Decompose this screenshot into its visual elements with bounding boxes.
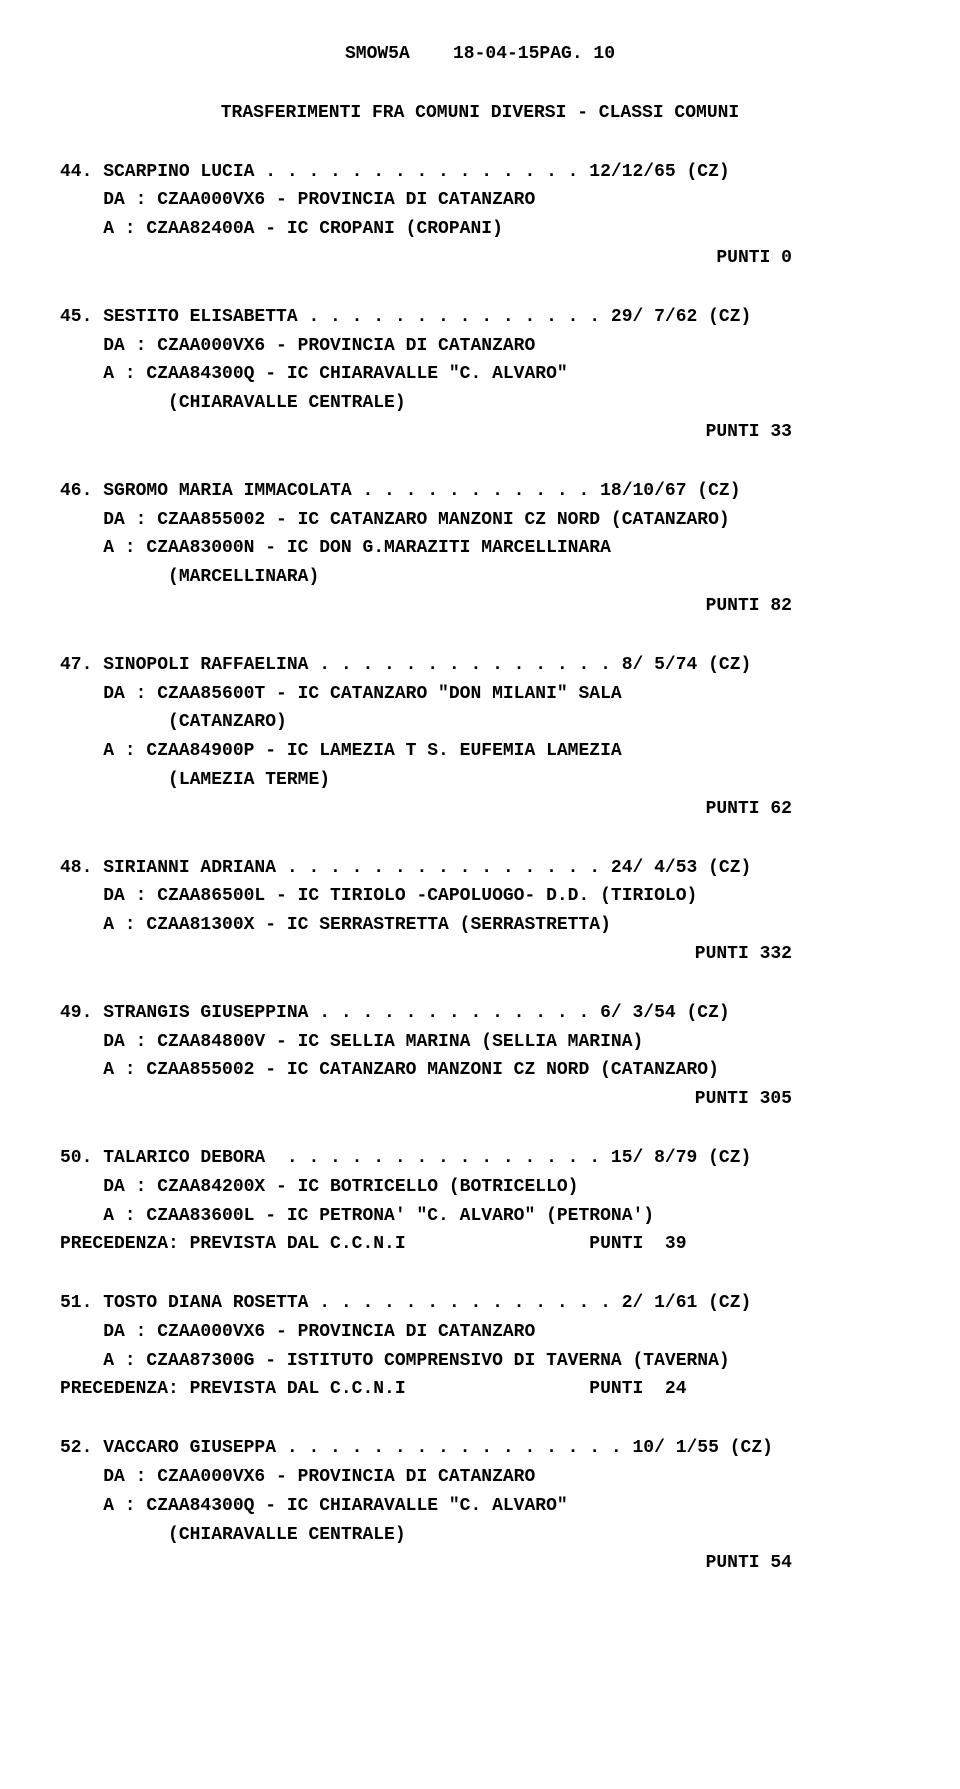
section-title: TRASFERIMENTI FRA COMUNI DIVERSI - CLASS… xyxy=(60,99,900,128)
entry-a-line: A : CZAA84300Q - IC CHIARAVALLE "C. ALVA… xyxy=(60,360,900,389)
entry-da-line: DA : CZAA84200X - IC BOTRICELLO (BOTRICE… xyxy=(60,1173,900,1202)
entry-da-line: DA : CZAA85600T - IC CATANZARO "DON MILA… xyxy=(60,680,900,709)
entry-a-extra-line: (CHIARAVALLE CENTRALE) xyxy=(60,389,900,418)
entry-a-line: A : CZAA82400A - IC CROPANI (CROPANI) xyxy=(60,215,900,244)
entry-title-line: 46. SGROMO MARIA IMMACOLATA . . . . . . … xyxy=(60,477,900,506)
entry-punti-line: PUNTI 332 xyxy=(60,940,900,969)
entry-da-line: DA : CZAA84800V - IC SELLIA MARINA (SELL… xyxy=(60,1028,900,1057)
entry-title-line: 45. SESTITO ELISABETTA . . . . . . . . .… xyxy=(60,303,900,332)
entry-a-line: A : CZAA87300G - ISTITUTO COMPRENSIVO DI… xyxy=(60,1347,900,1376)
entry-row: 52. VACCARO GIUSEPPA . . . . . . . . . .… xyxy=(60,1434,900,1578)
entry-da-line: DA : CZAA000VX6 - PROVINCIA DI CATANZARO xyxy=(60,332,900,361)
entry-punti-line: PUNTI 62 xyxy=(60,795,900,824)
entry-title-line: 48. SIRIANNI ADRIANA . . . . . . . . . .… xyxy=(60,854,900,883)
entry-da-line: DA : CZAA000VX6 - PROVINCIA DI CATANZARO xyxy=(60,1318,900,1347)
entry-row: 46. SGROMO MARIA IMMACOLATA . . . . . . … xyxy=(60,477,900,621)
entry-row: 47. SINOPOLI RAFFAELINA . . . . . . . . … xyxy=(60,651,900,824)
entry-title-line: 52. VACCARO GIUSEPPA . . . . . . . . . .… xyxy=(60,1434,900,1463)
entry-a-extra-line: (MARCELLINARA) xyxy=(60,563,900,592)
entry-a-line: A : CZAA84900P - IC LAMEZIA T S. EUFEMIA… xyxy=(60,737,900,766)
entry-a-extra-line: (CHIARAVALLE CENTRALE) xyxy=(60,1521,900,1550)
entry-title-line: 47. SINOPOLI RAFFAELINA . . . . . . . . … xyxy=(60,651,900,680)
entry-punti-line: PUNTI 54 xyxy=(60,1549,900,1578)
page-header: SMOW5A 18-04-15PAG. 10 xyxy=(60,40,900,69)
entry-a-line: A : CZAA84300Q - IC CHIARAVALLE "C. ALVA… xyxy=(60,1492,900,1521)
entry-punti-line: PUNTI 33 xyxy=(60,418,900,447)
entry-title-line: 44. SCARPINO LUCIA . . . . . . . . . . .… xyxy=(60,158,900,187)
entry-punti-line: PUNTI 305 xyxy=(60,1085,900,1114)
entry-row: 49. STRANGIS GIUSEPPINA . . . . . . . . … xyxy=(60,999,900,1114)
entry-da-line: DA : CZAA000VX6 - PROVINCIA DI CATANZARO xyxy=(60,1463,900,1492)
entry-a-extra-line: (LAMEZIA TERME) xyxy=(60,766,900,795)
header-right: 18-04-15PAG. 10 xyxy=(453,44,615,64)
entry-row: 51. TOSTO DIANA ROSETTA . . . . . . . . … xyxy=(60,1289,900,1404)
entry-title-line: 49. STRANGIS GIUSEPPINA . . . . . . . . … xyxy=(60,999,900,1028)
entry-title-line: 51. TOSTO DIANA ROSETTA . . . . . . . . … xyxy=(60,1289,900,1318)
entry-title-line: 50. TALARICO DEBORA . . . . . . . . . . … xyxy=(60,1144,900,1173)
entry-row: 44. SCARPINO LUCIA . . . . . . . . . . .… xyxy=(60,158,900,273)
entry-a-line: A : CZAA83000N - IC DON G.MARAZITI MARCE… xyxy=(60,534,900,563)
entry-precedenza-line: PRECEDENZA: PREVISTA DAL C.C.N.I PUNTI 2… xyxy=(60,1375,900,1404)
entry-da-line: DA : CZAA000VX6 - PROVINCIA DI CATANZARO xyxy=(60,186,900,215)
entry-da-line: DA : CZAA855002 - IC CATANZARO MANZONI C… xyxy=(60,506,900,535)
entries-list: 44. SCARPINO LUCIA . . . . . . . . . . .… xyxy=(60,158,900,1579)
entry-da-extra-line: (CATANZARO) xyxy=(60,708,900,737)
entry-a-line: A : CZAA81300X - IC SERRASTRETTA (SERRAS… xyxy=(60,911,900,940)
entry-precedenza-line: PRECEDENZA: PREVISTA DAL C.C.N.I PUNTI 3… xyxy=(60,1230,900,1259)
entry-punti-line: PUNTI 0 xyxy=(60,244,900,273)
entry-row: 48. SIRIANNI ADRIANA . . . . . . . . . .… xyxy=(60,854,900,969)
entry-row: 45. SESTITO ELISABETTA . . . . . . . . .… xyxy=(60,303,900,447)
entry-a-line: A : CZAA83600L - IC PETRONA' "C. ALVARO"… xyxy=(60,1202,900,1231)
entry-punti-line: PUNTI 82 xyxy=(60,592,900,621)
entry-a-line: A : CZAA855002 - IC CATANZARO MANZONI CZ… xyxy=(60,1056,900,1085)
entry-row: 50. TALARICO DEBORA . . . . . . . . . . … xyxy=(60,1144,900,1259)
entry-da-line: DA : CZAA86500L - IC TIRIOLO -CAPOLUOGO-… xyxy=(60,882,900,911)
header-left: SMOW5A xyxy=(345,44,410,64)
